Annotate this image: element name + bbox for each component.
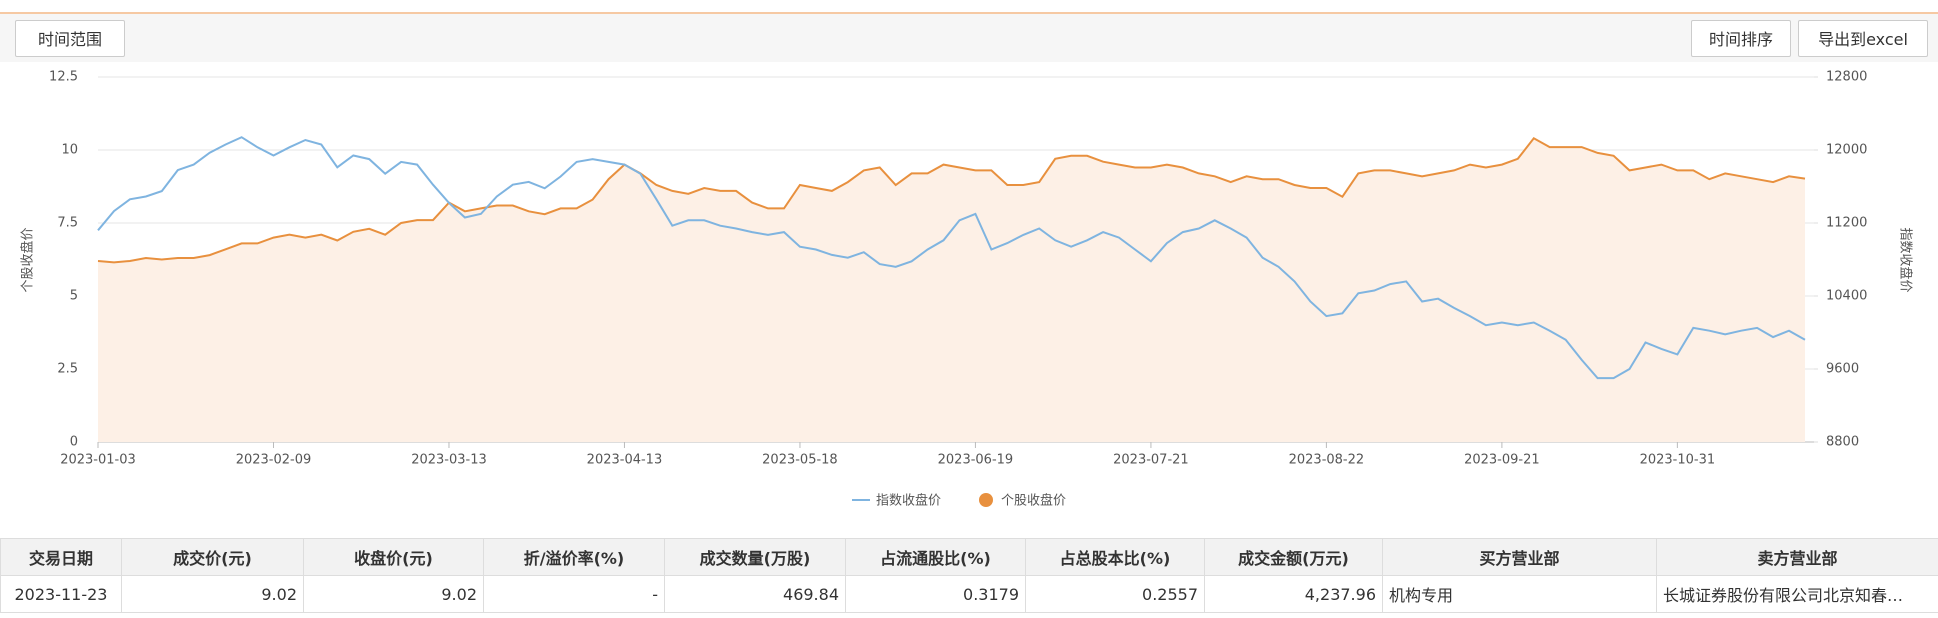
cell: 469.84: [664, 575, 846, 613]
y-tick-label: 0: [70, 435, 78, 450]
x-tick-label: 2023-04-13: [587, 453, 663, 468]
y2-tick-label: 8800: [1826, 435, 1859, 450]
x-tick-label: 2023-09-21: [1464, 453, 1540, 468]
legend-swatch: [979, 493, 993, 507]
header-cell: 收盘价(元): [303, 538, 484, 576]
cell: 9.02: [303, 575, 484, 613]
y-tick-label: 10: [61, 143, 78, 158]
x-tick-label: 2023-07-21: [1113, 453, 1189, 468]
y-tick-label: 12.5: [49, 70, 78, 85]
sort-button[interactable]: 时间排序: [1691, 20, 1791, 57]
cell: 长城证券股份有限公司北京知春…: [1656, 575, 1938, 613]
line: [97, 137, 1806, 264]
legend-label: 指数收盘价: [876, 493, 941, 509]
range-button[interactable]: 时间范围: [15, 20, 125, 57]
line: [97, 136, 1806, 380]
header-cell: 成交数量(万股): [664, 538, 846, 576]
header-cell: 买方营业部: [1382, 538, 1657, 576]
cell: 机构专用: [1382, 575, 1657, 613]
cell: 0.3179: [845, 575, 1026, 613]
toolbar: 时间范围 时间排序 导出到excel: [0, 14, 1938, 62]
y-tick-label: 7.5: [57, 216, 78, 231]
cell: 0.2557: [1025, 575, 1205, 613]
header-cell: 占流通股比(%): [845, 538, 1026, 576]
table: 交易日期 成交价(元) 收盘价(元) 折/溢价率(%) 成交数量(万股) 占流通股比(%)…: [0, 538, 1938, 613]
x-tick-label: 2023-05-18: [762, 453, 838, 468]
export-button[interactable]: 导出到excel: [1798, 20, 1928, 57]
cell: 9.02: [121, 575, 304, 613]
cell: 4,237.96: [1204, 575, 1383, 613]
row: 2023-11-23 9.02 9.02-469.84 0.3179 0.2557 4,2…: [0, 575, 1938, 613]
x-tick-label: 2023-06-19: [938, 453, 1014, 468]
y-tick-label: 5: [70, 289, 78, 304]
x-tick-label: 2023-10-31: [1640, 453, 1716, 468]
header-cell: 占总股本比(%): [1025, 538, 1205, 576]
area: [98, 138, 1805, 443]
y2-tick-label: 9600: [1826, 362, 1859, 377]
x-tick-label: 2023-03-13: [411, 453, 487, 468]
legend-label: 个股收盘价: [1001, 493, 1066, 509]
header-cell: 折/溢价率(%): [483, 538, 665, 576]
cell: -: [483, 575, 665, 613]
y2-tick-label: 12800: [1826, 70, 1867, 85]
y2-tick-label: 11200: [1826, 216, 1867, 231]
y-axis-title: 个股收盘价: [20, 227, 36, 292]
header-cell: 交易日期: [0, 538, 122, 576]
top-strip: [0, 0, 1938, 14]
x-tick-label: 2023-01-03: [60, 453, 136, 468]
y2-axis-title: 指数收盘价: [1898, 227, 1914, 292]
y2-tick-label: 12000: [1826, 143, 1867, 158]
x-tick-label: 2023-02-09: [236, 453, 312, 468]
y-tick-label: 2.5: [57, 362, 78, 377]
y2-tick-label: 10400: [1826, 289, 1867, 304]
cell: 2023-11-23: [0, 575, 122, 613]
header-cell: 成交价(元): [121, 538, 304, 576]
header-cell: 成交金额(万元): [1204, 538, 1383, 576]
x-tick-label: 2023-08-22: [1289, 453, 1365, 468]
chart: 0 2.5 5 7.5 10 12.5 8800 9600 10400 11200 12000 128…: [20, 70, 1914, 509]
header-cell: 卖方营业部: [1656, 538, 1938, 576]
